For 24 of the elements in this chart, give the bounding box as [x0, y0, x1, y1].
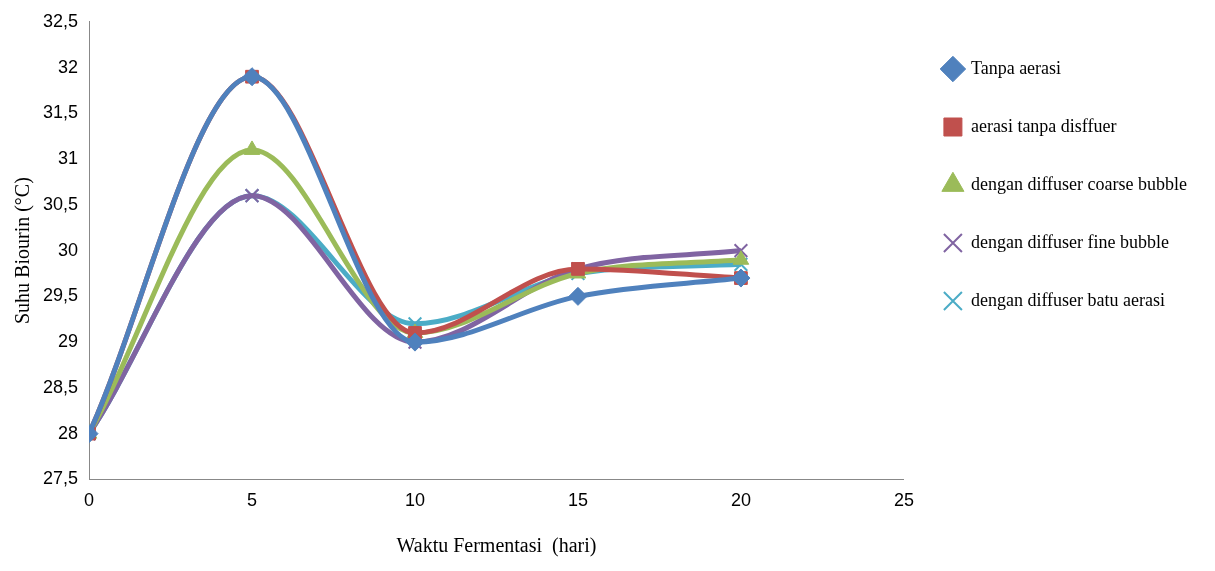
- legend-label: dengan diffuser batu aerasi: [970, 289, 1166, 310]
- y-tick-label: 29: [58, 331, 79, 352]
- x-tick-label: 5: [247, 490, 258, 511]
- legend-label: dengan diffuser coarse bubble: [970, 173, 1188, 194]
- x-tick-label: 20: [730, 490, 751, 511]
- y-tick-label: 32: [58, 56, 79, 77]
- legend-label: dengan diffuser fine bubble: [970, 231, 1170, 252]
- legend-label: Tanpa aerasi: [970, 57, 1062, 78]
- x-tick-label: 15: [567, 490, 588, 511]
- y-tick-label: 29,5: [42, 285, 79, 306]
- legend-label: aerasi tanpa disffuer: [970, 115, 1117, 136]
- y-axis-title: Suhu Biourin (°C): [11, 177, 35, 325]
- y-tick-label: 27,5: [42, 468, 79, 489]
- y-tick-label: 32,5: [42, 10, 79, 31]
- y-tick-label: 31,5: [42, 102, 79, 123]
- x-tick-label: 25: [893, 490, 914, 511]
- y-tick-label: 30: [58, 239, 79, 260]
- y-tick-label: 28: [58, 422, 79, 443]
- x-tick-label: 10: [404, 490, 425, 511]
- y-tick-label: 30,5: [42, 193, 79, 214]
- y-tick-label: 31: [58, 148, 79, 169]
- y-tick-label: 28,5: [42, 376, 79, 397]
- x-tick-label: 0: [84, 490, 95, 511]
- x-axis-title: Waktu Fermentasi (hari): [396, 534, 597, 558]
